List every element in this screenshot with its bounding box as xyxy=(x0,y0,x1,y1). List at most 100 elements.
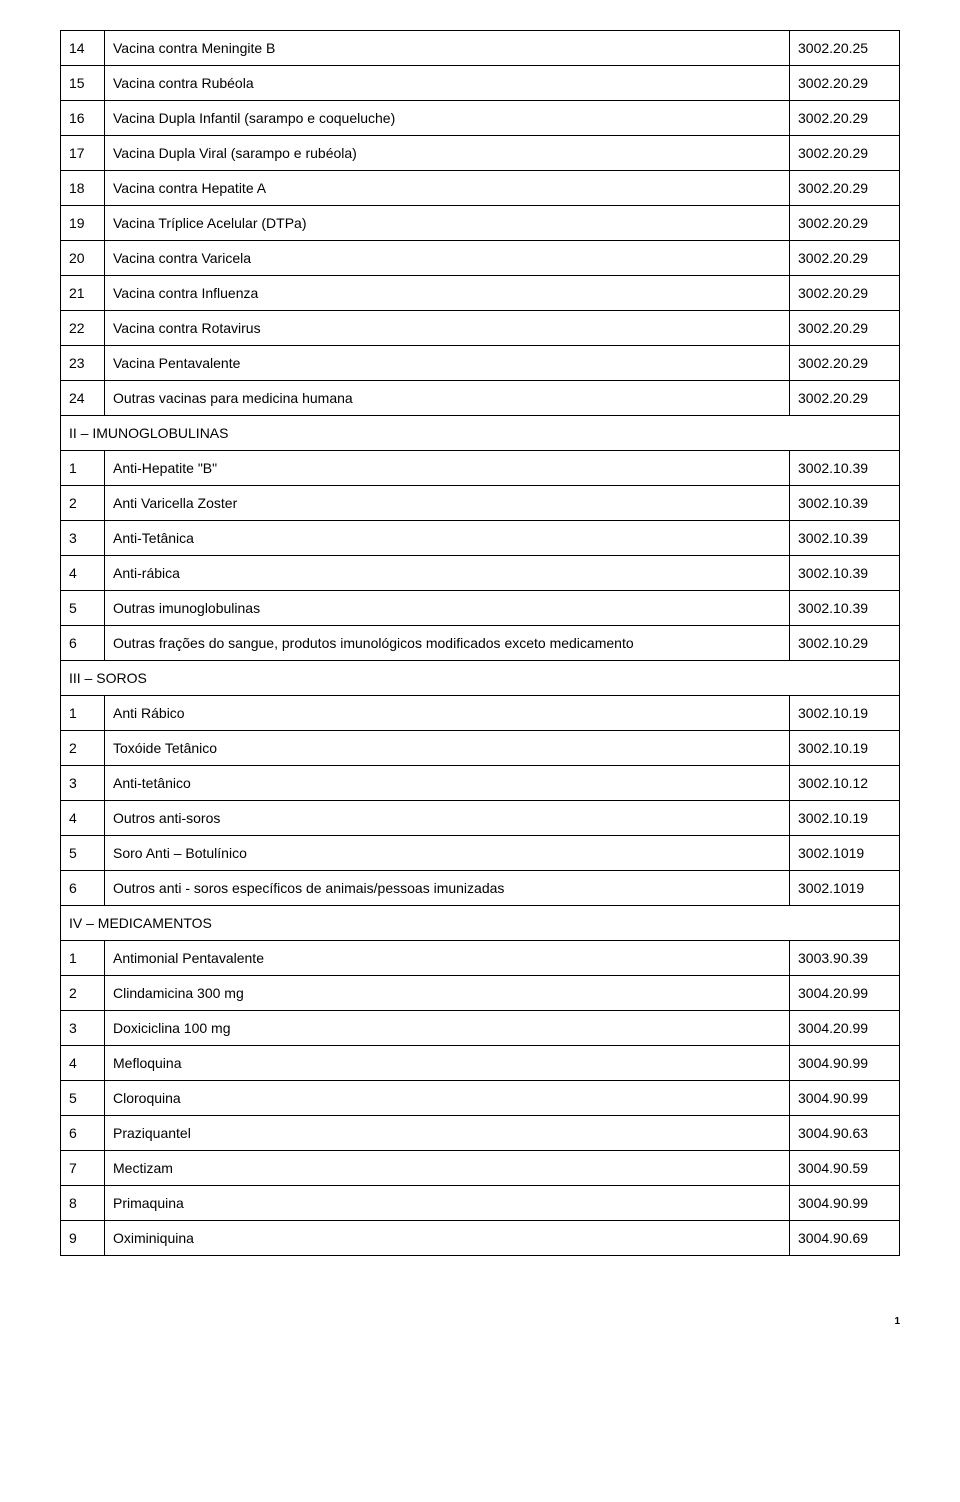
row-description: Vacina Dupla Viral (sarampo e rubéola) xyxy=(105,136,790,171)
table-row: 2Anti Varicella Zoster3002.10.39 xyxy=(61,486,900,521)
row-code: 3004.90.99 xyxy=(790,1186,900,1221)
section-title: IV – MEDICAMENTOS xyxy=(61,906,900,941)
row-code: 3002.20.29 xyxy=(790,206,900,241)
row-number: 2 xyxy=(61,731,105,766)
row-code: 3002.20.29 xyxy=(790,381,900,416)
table-row: 23Vacina Pentavalente3002.20.29 xyxy=(61,346,900,381)
row-code: 3002.20.25 xyxy=(790,31,900,66)
table-row: 7Mectizam3004.90.59 xyxy=(61,1151,900,1186)
row-description: Outros anti - soros específicos de anima… xyxy=(105,871,790,906)
row-description: Vacina contra Meningite B xyxy=(105,31,790,66)
row-number: 1 xyxy=(61,941,105,976)
row-description: Vacina contra Influenza xyxy=(105,276,790,311)
table-row: 5Soro Anti – Botulínico3002.1019 xyxy=(61,836,900,871)
row-number: 21 xyxy=(61,276,105,311)
row-description: Anti-tetânico xyxy=(105,766,790,801)
row-description: Anti Varicella Zoster xyxy=(105,486,790,521)
section-title: II – IMUNOGLOBULINAS xyxy=(61,416,900,451)
row-description: Outros anti-soros xyxy=(105,801,790,836)
row-code: 3004.90.59 xyxy=(790,1151,900,1186)
row-code: 3002.1019 xyxy=(790,836,900,871)
table-row: 9Oximiniquina3004.90.69 xyxy=(61,1221,900,1256)
row-code: 3002.20.29 xyxy=(790,136,900,171)
row-number: 4 xyxy=(61,801,105,836)
section-header: IV – MEDICAMENTOS xyxy=(61,906,900,941)
row-code: 3004.90.99 xyxy=(790,1081,900,1116)
row-number: 5 xyxy=(61,836,105,871)
row-description: Praziquantel xyxy=(105,1116,790,1151)
row-description: Vacina Pentavalente xyxy=(105,346,790,381)
table-row: 6Outras frações do sangue, produtos imun… xyxy=(61,626,900,661)
row-code: 3003.90.39 xyxy=(790,941,900,976)
table-row: 1Anti-Hepatite "B"3002.10.39 xyxy=(61,451,900,486)
row-description: Outras vacinas para medicina humana xyxy=(105,381,790,416)
table-row: 4Anti-rábica3002.10.39 xyxy=(61,556,900,591)
section-header: III – SOROS xyxy=(61,661,900,696)
row-description: Vacina contra Hepatite A xyxy=(105,171,790,206)
section-header: II – IMUNOGLOBULINAS xyxy=(61,416,900,451)
table-row: 5Outras imunoglobulinas3002.10.39 xyxy=(61,591,900,626)
table-row: 21Vacina contra Influenza3002.20.29 xyxy=(61,276,900,311)
row-description: Anti Rábico xyxy=(105,696,790,731)
row-number: 6 xyxy=(61,871,105,906)
table-row: 6Praziquantel3004.90.63 xyxy=(61,1116,900,1151)
row-code: 3004.20.99 xyxy=(790,1011,900,1046)
table-row: 2Clindamicina 300 mg3004.20.99 xyxy=(61,976,900,1011)
row-code: 3002.10.29 xyxy=(790,626,900,661)
row-code: 3002.20.29 xyxy=(790,101,900,136)
medication-table: 14Vacina contra Meningite B3002.20.2515V… xyxy=(60,30,900,1256)
row-code: 3002.20.29 xyxy=(790,346,900,381)
row-description: Vacina Tríplice Acelular (DTPa) xyxy=(105,206,790,241)
row-number: 6 xyxy=(61,1116,105,1151)
row-description: Anti-Hepatite "B" xyxy=(105,451,790,486)
document-page: 14Vacina contra Meningite B3002.20.2515V… xyxy=(0,0,960,1357)
row-description: Soro Anti – Botulínico xyxy=(105,836,790,871)
table-row: 17Vacina Dupla Viral (sarampo e rubéola)… xyxy=(61,136,900,171)
row-number: 3 xyxy=(61,766,105,801)
row-code: 3004.90.63 xyxy=(790,1116,900,1151)
row-number: 18 xyxy=(61,171,105,206)
table-row: 3Anti-tetânico3002.10.12 xyxy=(61,766,900,801)
row-description: Oximiniquina xyxy=(105,1221,790,1256)
row-code: 3002.10.12 xyxy=(790,766,900,801)
row-number: 17 xyxy=(61,136,105,171)
row-number: 8 xyxy=(61,1186,105,1221)
table-row: 4Outros anti-soros3002.10.19 xyxy=(61,801,900,836)
row-description: Primaquina xyxy=(105,1186,790,1221)
row-code: 3002.20.29 xyxy=(790,66,900,101)
row-description: Clindamicina 300 mg xyxy=(105,976,790,1011)
row-number: 24 xyxy=(61,381,105,416)
table-row: 22Vacina contra Rotavirus3002.20.29 xyxy=(61,311,900,346)
table-row: 8Primaquina3004.90.99 xyxy=(61,1186,900,1221)
row-number: 5 xyxy=(61,1081,105,1116)
table-row: 24Outras vacinas para medicina humana300… xyxy=(61,381,900,416)
row-number: 15 xyxy=(61,66,105,101)
row-description: Doxiciclina 100 mg xyxy=(105,1011,790,1046)
row-number: 14 xyxy=(61,31,105,66)
row-number: 9 xyxy=(61,1221,105,1256)
row-description: Vacina contra Rotavirus xyxy=(105,311,790,346)
table-row: 3Anti-Tetânica3002.10.39 xyxy=(61,521,900,556)
table-row: 16Vacina Dupla Infantil (sarampo e coque… xyxy=(61,101,900,136)
row-description: Outras imunoglobulinas xyxy=(105,591,790,626)
row-number: 20 xyxy=(61,241,105,276)
row-description: Outras frações do sangue, produtos imuno… xyxy=(105,626,790,661)
table-row: 18Vacina contra Hepatite A3002.20.29 xyxy=(61,171,900,206)
row-number: 19 xyxy=(61,206,105,241)
row-code: 3002.20.29 xyxy=(790,241,900,276)
table-row: 5Cloroquina3004.90.99 xyxy=(61,1081,900,1116)
row-description: Anti-rábica xyxy=(105,556,790,591)
row-number: 5 xyxy=(61,591,105,626)
row-code: 3002.1019 xyxy=(790,871,900,906)
row-description: Cloroquina xyxy=(105,1081,790,1116)
row-code: 3002.20.29 xyxy=(790,311,900,346)
row-number: 3 xyxy=(61,521,105,556)
table-row: 20Vacina contra Varicela3002.20.29 xyxy=(61,241,900,276)
table-row: 3Doxiciclina 100 mg3004.20.99 xyxy=(61,1011,900,1046)
row-code: 3002.10.19 xyxy=(790,801,900,836)
row-number: 16 xyxy=(61,101,105,136)
row-code: 3004.90.99 xyxy=(790,1046,900,1081)
row-number: 4 xyxy=(61,1046,105,1081)
page-number: 1 xyxy=(60,1316,900,1327)
row-code: 3002.10.39 xyxy=(790,451,900,486)
